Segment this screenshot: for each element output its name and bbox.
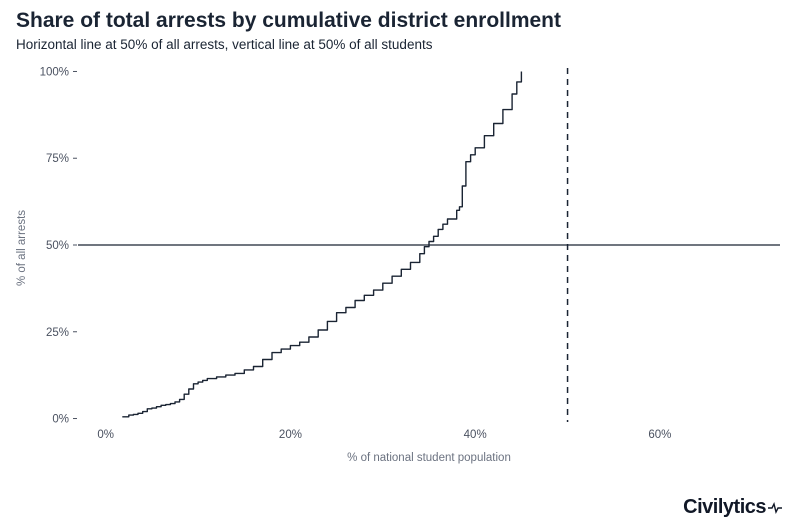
x-tick-label: 40%	[464, 429, 487, 441]
y-axis-title: % of all arrests	[16, 210, 28, 286]
x-tick-label: 60%	[648, 429, 671, 441]
x-axis-title: % of national student population	[347, 452, 511, 464]
y-tick-label: 75%	[46, 153, 69, 165]
y-tick-label: 0%	[52, 414, 69, 426]
x-axis: 0% 20% 40% 60%	[97, 429, 671, 441]
y-tick-label: 50%	[46, 240, 69, 252]
y-axis: 0% 25% 50% 75% 100%	[40, 66, 77, 426]
pulse-icon	[768, 501, 782, 514]
x-tick-label: 0%	[97, 429, 114, 441]
y-tick-label: 25%	[46, 327, 69, 339]
cumulative-arrests-line	[122, 71, 523, 418]
brand-name: Civilytics	[683, 496, 766, 518]
chart-subtitle: Horizontal line at 50% of all arrests, v…	[16, 37, 433, 52]
chart-title: Share of total arrests by cumulative dis…	[16, 9, 561, 32]
x-tick-label: 20%	[279, 429, 302, 441]
y-tick-label: 100%	[40, 66, 69, 78]
brand-logo: Civilytics	[683, 496, 782, 519]
